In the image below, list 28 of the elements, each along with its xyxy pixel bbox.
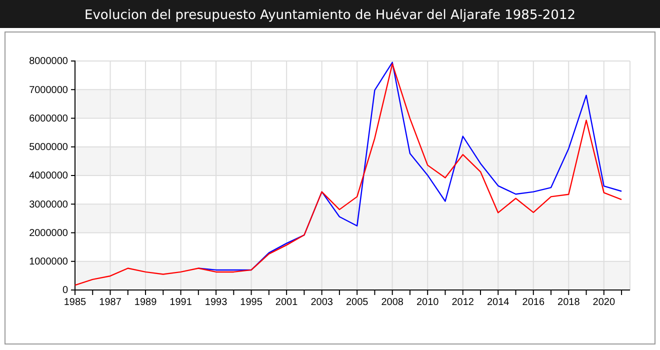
x-tick-label: 2005	[346, 297, 369, 308]
x-tick-label: 2010	[416, 297, 440, 308]
y-tick-label: 6000000	[29, 113, 68, 124]
x-tick-label: 1989	[134, 297, 158, 308]
x-tick-label: 2020	[592, 297, 616, 308]
line-series	[198, 62, 622, 271]
x-tick-label: 2016	[522, 297, 545, 308]
x-tick-label: 2003	[310, 297, 334, 308]
x-tick-label: 1993	[204, 297, 228, 308]
y-tick-label: 7000000	[29, 84, 68, 96]
y-tick-label: 5000000	[29, 142, 68, 154]
x-tick-label: 1985	[64, 297, 87, 308]
x-tick-label: 2014	[486, 297, 510, 308]
x-tick-label: 1995	[240, 297, 263, 308]
x-tick-label: 1991	[170, 297, 192, 308]
y-tick-label: 2000000	[29, 228, 68, 239]
x-tick-label: 2008	[381, 297, 404, 308]
x-tick-label: 1987	[99, 297, 122, 308]
line-series	[74, 63, 622, 286]
y-tick-label: 3000000	[29, 199, 68, 210]
y-tick-label: 0	[62, 285, 68, 296]
y-tick-label: 8000000	[29, 56, 68, 68]
chart-title: Evolucion del presupuesto Ayuntamiento de Huévar del Aljarafe 1985-2012	[84, 8, 576, 23]
x-tick-label: 2001	[275, 297, 298, 308]
y-tick-label: 4000000	[29, 170, 68, 182]
x-tick-label: 2012	[452, 297, 474, 308]
x-tick-label: 2018	[558, 297, 580, 308]
y-tick-label: 1000000	[29, 256, 68, 268]
